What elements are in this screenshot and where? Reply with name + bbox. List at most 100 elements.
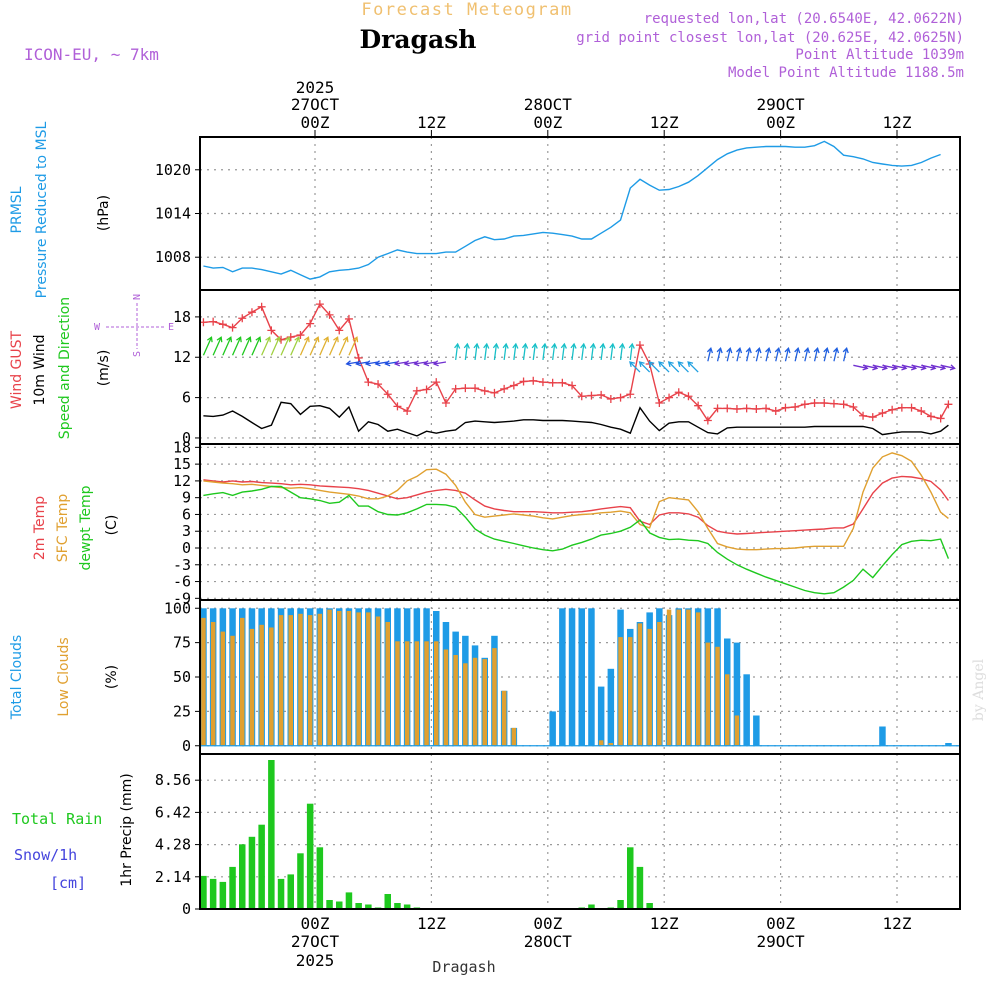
y-tick-label: 18	[173, 438, 191, 456]
bar-total-clouds	[607, 668, 615, 746]
panel-precip	[200, 760, 653, 909]
wind-arrow	[552, 343, 556, 361]
bar-total-rain	[646, 903, 653, 909]
wind-arrow-head	[216, 336, 223, 343]
y-tick-label: 6	[182, 389, 191, 407]
gust-marker	[878, 409, 887, 418]
gust-marker	[461, 384, 470, 393]
y-tick-label: 0	[182, 737, 191, 755]
wind-arrow-head	[294, 336, 301, 343]
wind-arrow-head	[345, 360, 352, 367]
gust-marker	[335, 326, 344, 335]
gust-marker	[500, 384, 509, 393]
bar-low-clouds	[288, 615, 293, 746]
bar-low-clouds	[637, 623, 643, 746]
bar-total-rain	[297, 853, 304, 909]
wind-arrow-head	[560, 342, 567, 349]
top-axis-hour: 00Z	[533, 113, 562, 132]
bar-low-clouds	[230, 635, 235, 746]
bar-total-rain	[316, 847, 324, 909]
top-axis-date: 28OCT	[524, 95, 573, 114]
footer-location: Dragash	[432, 958, 495, 976]
bottom-axis-date: 28OCT	[524, 932, 573, 951]
bar-total-clouds	[568, 608, 576, 746]
wind-arrow	[348, 336, 358, 356]
wind-arrow	[542, 343, 546, 361]
bottom-axis-year: 2025	[296, 951, 335, 970]
wind-arrow	[765, 348, 770, 362]
wind-arrow	[493, 343, 498, 361]
gust-marker	[713, 404, 722, 413]
bottom-axis-hour: 12Z	[883, 914, 912, 933]
bar-total-clouds	[945, 743, 952, 746]
y-tick-label: 6.42	[155, 803, 191, 821]
top-axis-hour: 12Z	[650, 113, 679, 132]
wind-arrow	[522, 343, 527, 361]
bar-low-clouds	[385, 622, 390, 746]
wind-arrow	[843, 348, 848, 362]
gust-marker	[587, 391, 596, 400]
y-tick-label: 15	[173, 455, 191, 473]
bar-low-clouds	[472, 657, 478, 746]
wind-arrow	[648, 361, 660, 373]
gust-marker	[257, 302, 266, 311]
temp-axis-title: 2m Temp SFC Temp dewpt Temp (C)	[32, 485, 120, 570]
gust-marker	[762, 404, 771, 413]
gust-marker	[538, 378, 547, 387]
bar-low-clouds	[434, 641, 439, 746]
wind-arrow-head	[284, 336, 291, 343]
wind-arrow	[571, 343, 575, 361]
y-tick-label: 0	[182, 900, 191, 918]
gust-marker	[209, 317, 218, 326]
bar-total-rain	[219, 881, 227, 909]
bar-low-clouds	[424, 641, 429, 746]
wind-arrow-head	[423, 360, 430, 367]
wind-arrow-head	[629, 361, 635, 368]
wind-arrow	[261, 336, 271, 356]
bar-total-rain	[336, 901, 343, 909]
wind-arrow	[280, 336, 290, 356]
panel-temperature	[203, 452, 950, 595]
bar-total-rain	[268, 760, 275, 909]
clouds-unit: (%)	[104, 665, 120, 689]
wind-arrow-head	[949, 364, 956, 371]
wind-arrow	[414, 361, 427, 365]
wind-arrow	[716, 348, 722, 362]
bar-low-clouds	[201, 617, 206, 746]
wind-arrow	[222, 336, 232, 356]
bar-low-clouds	[307, 615, 313, 746]
wind-arrow	[930, 364, 946, 369]
marks-layer	[199, 140, 960, 909]
wind-arrow-head	[333, 336, 339, 343]
y-tick-label: 2.14	[155, 868, 191, 886]
compass-rose: N S W E	[94, 294, 174, 357]
wind-arrow-head	[342, 336, 349, 343]
gust-marker	[665, 393, 674, 402]
wind-arrow-head	[413, 360, 420, 367]
wind-arrow-head	[765, 347, 772, 354]
model-point-altitude: Model Point Altitude 1188.5m	[728, 65, 964, 81]
wind-arrow-head	[454, 342, 461, 349]
wind-arrow	[794, 348, 799, 362]
bottom-axis-hour: 12Z	[417, 914, 446, 933]
wind-title-line2: 10m Wind	[32, 334, 48, 405]
series-line-sfc-temp	[203, 452, 949, 551]
gust-marker	[267, 326, 276, 335]
y-tick-label: 4.28	[155, 836, 191, 854]
gust-marker	[529, 376, 538, 385]
y-tick-label: 18	[173, 308, 191, 326]
gust-marker	[606, 394, 615, 403]
wind-arrow-head	[226, 336, 233, 343]
wind-arrow	[833, 348, 838, 362]
gust-marker	[548, 378, 557, 387]
y-tick-label: 100	[164, 599, 191, 617]
bar-total-rain	[258, 824, 265, 909]
wind-arrow	[658, 361, 670, 373]
wind-arrow	[328, 336, 339, 356]
gust-marker	[897, 403, 906, 412]
bottom-axis-hour: 00Z	[533, 914, 562, 933]
wind-arrow	[251, 336, 261, 356]
compass-west: W	[94, 322, 101, 333]
bar-low-clouds	[598, 740, 604, 746]
